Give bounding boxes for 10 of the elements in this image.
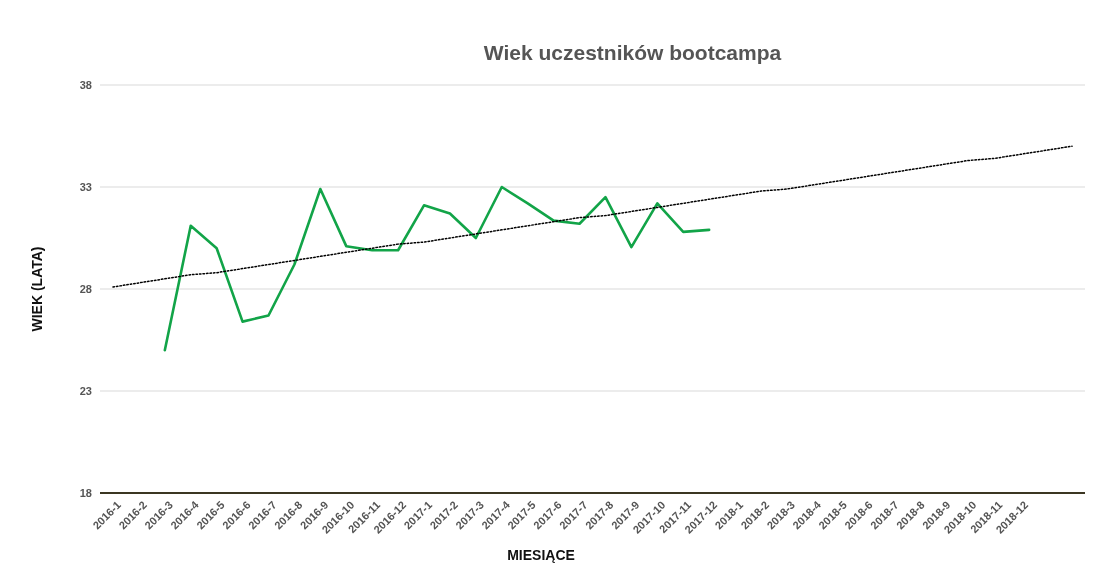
line-series xyxy=(112,145,1073,288)
y-tick-label: 28 xyxy=(79,282,92,295)
chart-title: Wiek uczestników bootcampa xyxy=(483,41,782,64)
y-tick-label: 38 xyxy=(79,78,92,91)
line-series xyxy=(163,185,711,352)
y-tick-label: 18 xyxy=(79,486,92,499)
y-tick-label: 23 xyxy=(79,384,92,397)
y-tick-label: 33 xyxy=(79,180,92,193)
x-axis-title: MIESIĄCE xyxy=(507,547,575,563)
y-axis-title: WIEK (LATA) xyxy=(29,246,45,332)
